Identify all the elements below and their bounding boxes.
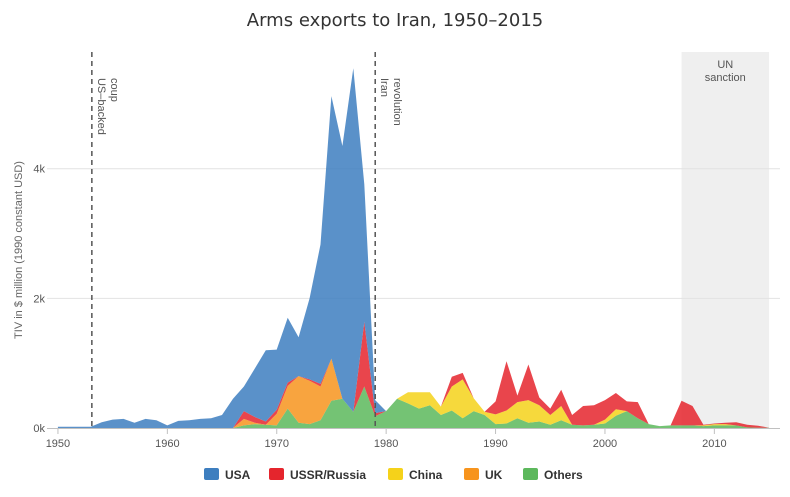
y-tick-label-0k: 0k	[33, 423, 45, 435]
chart-legend: USA USSR/Russia China UK Others	[204, 468, 583, 482]
legend-label-uk: UK	[485, 468, 503, 482]
x-tick-label-1960: 1960	[155, 438, 179, 450]
legend-swatch-china	[388, 468, 403, 480]
area-series-china	[57, 358, 770, 428]
x-tick-label-1990: 1990	[483, 438, 507, 450]
un-sanction-label-line1: UN	[717, 59, 733, 71]
revolution-label-line2: revolution	[391, 78, 403, 126]
legend-item-usa[interactable]: USA	[204, 468, 251, 482]
sanction-band-layer: UN sanction	[681, 52, 770, 428]
coup-label-line1: US–backed	[95, 78, 107, 135]
legend-swatch-uk	[464, 468, 479, 480]
y-tick-label-2k: 2k	[33, 293, 45, 305]
legend-item-china[interactable]: China	[388, 468, 443, 482]
axes: 1950 1960 1970 1980 1990 2000 2010 0k 2k 4k	[33, 164, 780, 450]
gridlines	[47, 168, 780, 299]
legend-item-ussr-russia[interactable]: USSR/Russia	[269, 468, 366, 482]
legend-label-others: Others	[544, 468, 583, 482]
un-sanction-label-line2: sanction	[705, 72, 746, 84]
legend-item-others[interactable]: Others	[523, 468, 583, 482]
area-series-others	[57, 386, 770, 428]
legend-swatch-others	[523, 468, 538, 480]
y-axis-title: TIV in $ million (1990 constant USD)	[13, 161, 25, 339]
legend-label-ussr-russia: USSR/Russia	[290, 468, 366, 482]
coup-label-line2: coup	[108, 78, 120, 102]
y-tick-label-4k: 4k	[33, 164, 45, 176]
x-tick-label-1950: 1950	[46, 438, 70, 450]
area-series-ussr-russia	[57, 321, 770, 428]
legend-item-uk[interactable]: UK	[464, 468, 503, 482]
revolution-label-line1: Iran	[378, 78, 390, 97]
legend-label-usa: USA	[225, 468, 251, 482]
x-tick-label-2000: 2000	[593, 438, 617, 450]
legend-label-china: China	[409, 468, 443, 482]
x-tick-label-1970: 1970	[265, 438, 289, 450]
un-sanction-band	[681, 52, 770, 428]
stacked-areas	[57, 68, 770, 428]
chart-title: Arms exports to Iran, 1950–2015	[247, 10, 543, 31]
x-tick-label-1980: 1980	[374, 438, 398, 450]
event-annotations: US–backed coup Iran revolution	[91, 52, 403, 428]
legend-swatch-ussr-russia	[269, 468, 284, 480]
x-tick-label-2010: 2010	[702, 438, 726, 450]
legend-swatch-usa	[204, 468, 219, 480]
area-series-usa	[57, 68, 770, 428]
